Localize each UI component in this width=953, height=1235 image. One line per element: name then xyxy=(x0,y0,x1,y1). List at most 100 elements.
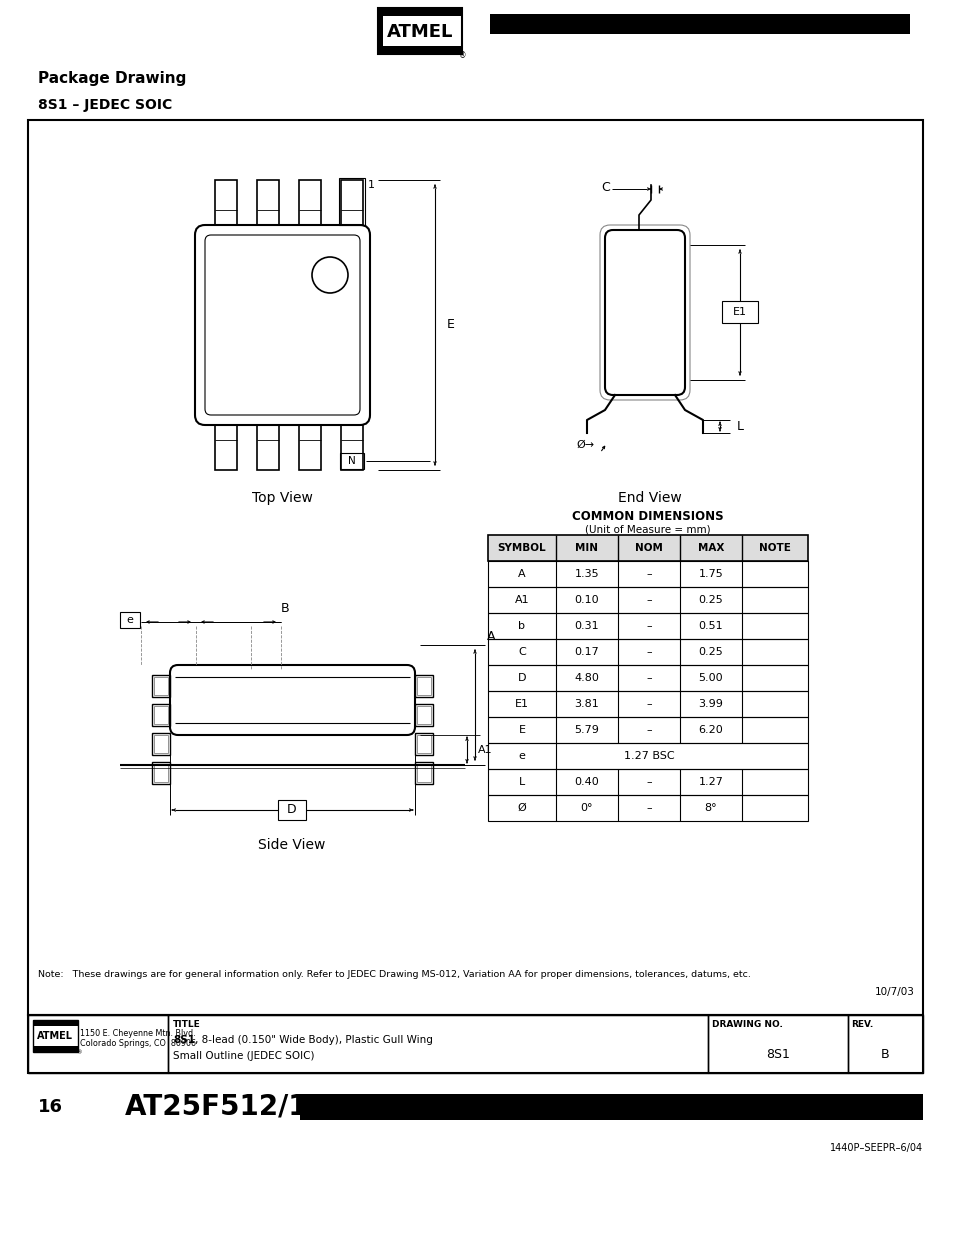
Text: (Unit of Measure = mm): (Unit of Measure = mm) xyxy=(584,525,710,535)
Text: Small Outline (JEDEC SOIC): Small Outline (JEDEC SOIC) xyxy=(172,1051,314,1061)
Text: –: – xyxy=(645,621,651,631)
Bar xyxy=(488,561,807,587)
Bar xyxy=(377,46,461,54)
Text: 5.00: 5.00 xyxy=(698,673,722,683)
Text: REV.: REV. xyxy=(850,1020,872,1029)
Text: –: – xyxy=(645,803,651,813)
Text: NOM: NOM xyxy=(635,543,662,553)
Text: –: – xyxy=(645,595,651,605)
Bar xyxy=(488,692,807,718)
Text: TITLE: TITLE xyxy=(172,1020,200,1029)
Text: E: E xyxy=(518,725,525,735)
Text: AT25F512/1024: AT25F512/1024 xyxy=(125,1093,366,1121)
Text: 0.25: 0.25 xyxy=(698,595,722,605)
Text: A: A xyxy=(517,569,525,579)
Text: 3.81: 3.81 xyxy=(574,699,598,709)
Bar xyxy=(256,425,278,471)
Bar xyxy=(490,14,909,35)
Bar xyxy=(214,180,236,225)
Text: 6.20: 6.20 xyxy=(698,725,722,735)
Bar xyxy=(214,425,236,471)
Bar xyxy=(28,120,923,1015)
Text: 0.17: 0.17 xyxy=(574,647,598,657)
Bar xyxy=(33,1020,78,1026)
Text: 1.27 BSC: 1.27 BSC xyxy=(623,751,674,761)
Bar xyxy=(339,453,364,469)
Text: C: C xyxy=(600,180,609,194)
Bar xyxy=(28,1015,168,1073)
Text: L: L xyxy=(737,420,743,432)
Bar xyxy=(847,1015,923,1073)
Text: ATMEL: ATMEL xyxy=(37,1031,73,1041)
Bar xyxy=(338,178,365,225)
Bar xyxy=(488,638,807,664)
Bar xyxy=(340,425,363,471)
Bar xyxy=(488,718,807,743)
Text: C: C xyxy=(517,647,525,657)
Bar xyxy=(256,180,278,225)
Text: 0°: 0° xyxy=(580,803,593,813)
Text: D: D xyxy=(517,673,526,683)
Text: 1440P–SEEPR–6/04: 1440P–SEEPR–6/04 xyxy=(829,1144,923,1153)
Bar xyxy=(707,1015,847,1073)
Bar xyxy=(377,7,382,54)
Text: ®: ® xyxy=(76,1051,82,1056)
Bar xyxy=(377,7,461,16)
Text: E1: E1 xyxy=(732,308,746,317)
Text: 0.31: 0.31 xyxy=(574,621,598,631)
Text: 0.40: 0.40 xyxy=(574,777,598,787)
Text: 8°: 8° xyxy=(704,803,717,813)
Text: 1: 1 xyxy=(367,180,375,190)
Bar xyxy=(488,743,807,769)
Bar xyxy=(488,587,807,613)
Text: 10/7/03: 10/7/03 xyxy=(874,987,914,997)
Text: End View: End View xyxy=(618,492,681,505)
Bar xyxy=(416,735,431,753)
Text: –: – xyxy=(645,777,651,787)
Text: Ø: Ø xyxy=(517,803,526,813)
Bar xyxy=(416,764,431,782)
Bar xyxy=(120,613,140,629)
Bar xyxy=(488,795,807,821)
Bar xyxy=(153,677,168,695)
Bar xyxy=(168,1015,707,1073)
Text: B: B xyxy=(281,601,290,615)
Bar xyxy=(416,677,431,695)
Bar xyxy=(488,613,807,638)
Bar xyxy=(377,7,461,54)
Text: Ø→: Ø→ xyxy=(577,440,595,450)
Text: A1: A1 xyxy=(515,595,529,605)
Text: 8S1: 8S1 xyxy=(172,1035,194,1045)
Text: ®: ® xyxy=(458,52,466,61)
Text: Top View: Top View xyxy=(252,492,313,505)
Bar xyxy=(152,762,170,784)
Bar xyxy=(415,676,433,697)
Text: DRAWING NO.: DRAWING NO. xyxy=(711,1020,782,1029)
Text: ATMEL: ATMEL xyxy=(386,23,453,41)
Text: 16: 16 xyxy=(38,1098,63,1116)
Text: SYMBOL: SYMBOL xyxy=(497,543,546,553)
Text: b: b xyxy=(518,621,525,631)
Bar xyxy=(298,180,320,225)
Text: N: N xyxy=(348,456,355,466)
Bar xyxy=(415,704,433,726)
Text: 1.27: 1.27 xyxy=(698,777,722,787)
Text: 1.75: 1.75 xyxy=(698,569,722,579)
Text: Package Drawing: Package Drawing xyxy=(38,70,186,85)
Bar xyxy=(152,704,170,726)
Bar xyxy=(488,535,807,561)
Text: 0.25: 0.25 xyxy=(698,647,722,657)
Bar xyxy=(28,1015,923,1073)
Text: D: D xyxy=(287,804,296,816)
Text: e: e xyxy=(127,615,133,625)
Bar xyxy=(153,735,168,753)
Text: e: e xyxy=(518,751,525,761)
Text: 0.51: 0.51 xyxy=(698,621,722,631)
Text: 5.79: 5.79 xyxy=(574,725,598,735)
Text: –: – xyxy=(645,699,651,709)
Text: 8S1 – JEDEC SOIC: 8S1 – JEDEC SOIC xyxy=(38,98,172,112)
Bar xyxy=(152,676,170,697)
Bar xyxy=(33,1020,78,1052)
Text: 3.99: 3.99 xyxy=(698,699,722,709)
Text: MIN: MIN xyxy=(575,543,598,553)
